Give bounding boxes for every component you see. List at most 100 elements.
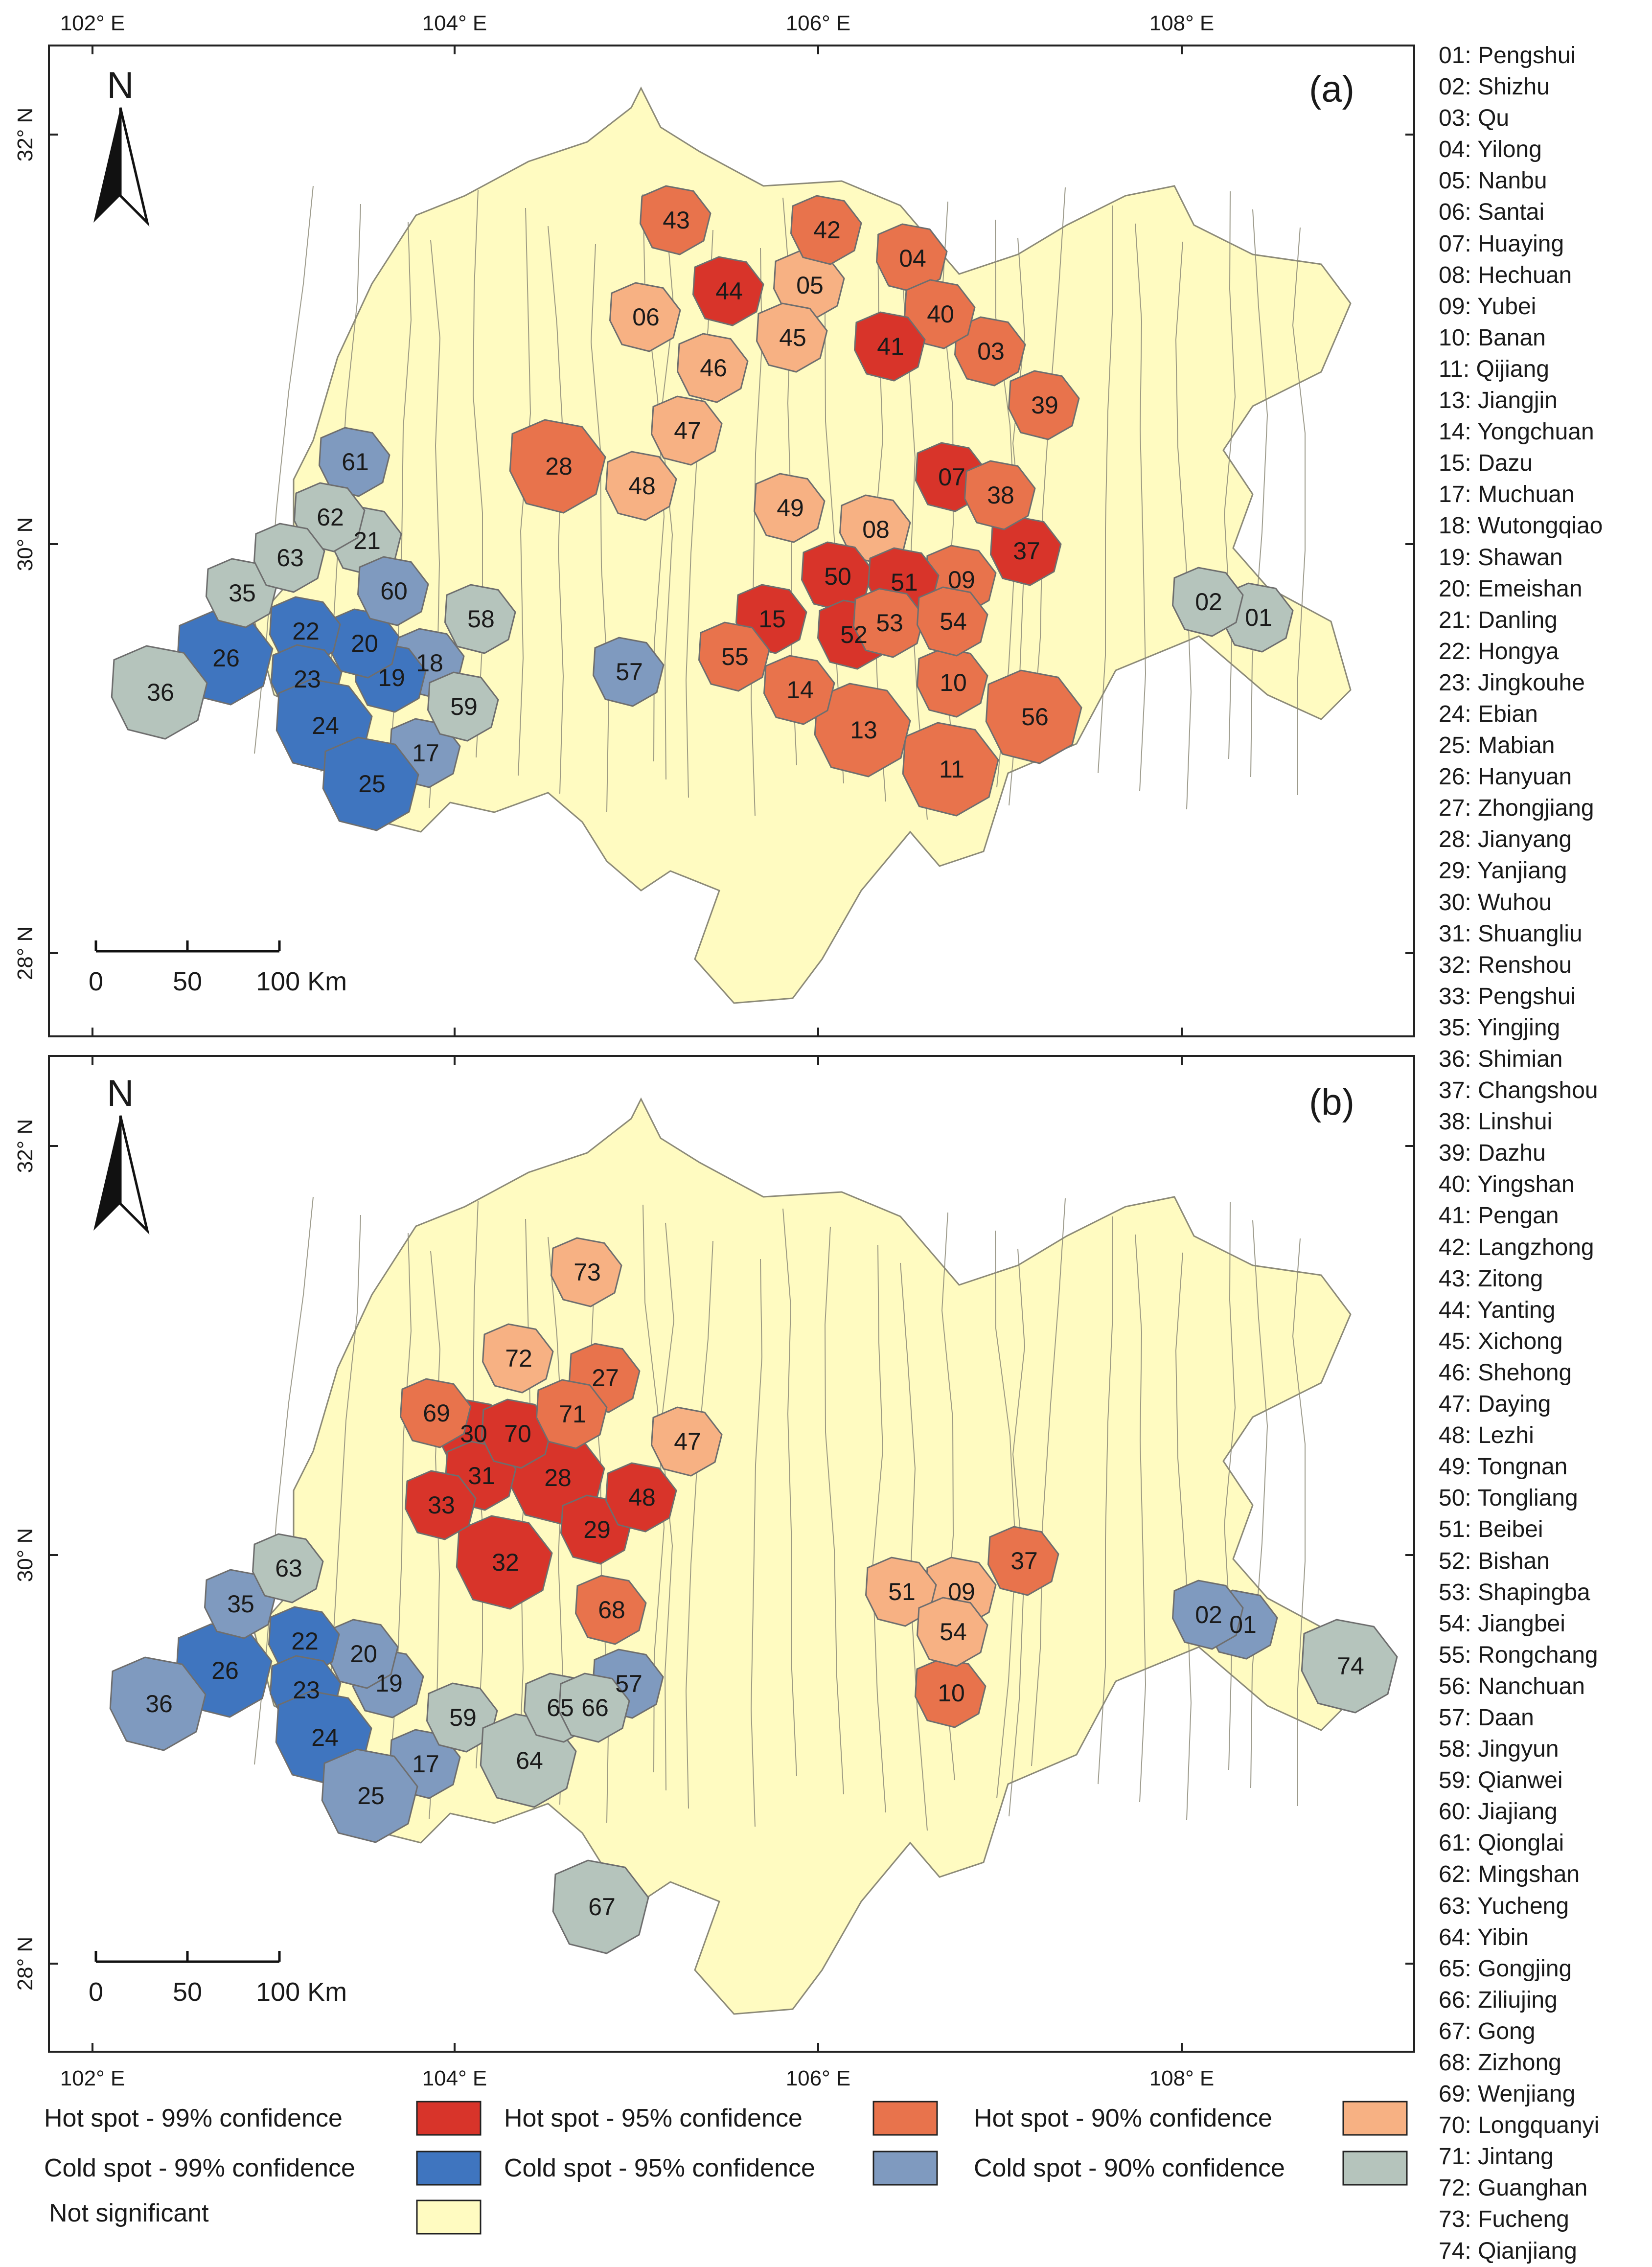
county-35 — [205, 558, 277, 628]
county-20 — [326, 1619, 399, 1689]
county-label-30: 30 — [460, 1420, 487, 1447]
county-label-07: 07 — [938, 463, 965, 491]
county-index-item: 53: Shapingba — [1439, 1579, 1590, 1605]
county-index-item: 71: Jintang — [1439, 2144, 1554, 2170]
legend-label: Cold spot - 95% confidence — [504, 2154, 815, 2182]
county-61 — [318, 427, 390, 497]
legend-label: Hot spot - 90% confidence — [974, 2104, 1272, 2132]
county-index-item: 11: Qijiang — [1439, 356, 1549, 382]
boundary-line — [1135, 1234, 1147, 1803]
county-label-06: 06 — [632, 303, 660, 331]
county-57 — [592, 637, 665, 707]
county-index-item: 20: Emeishan — [1439, 575, 1583, 602]
legend-item-cold90: Cold spot - 90% confidence — [974, 2151, 1408, 2186]
county-label-37: 37 — [1010, 1547, 1038, 1575]
north-arrow: N — [93, 1073, 150, 1235]
county-index-item: 21: Danling — [1439, 607, 1558, 633]
panel-label: (a) — [1309, 69, 1354, 110]
county-label-45: 45 — [779, 324, 806, 351]
county-label-15: 15 — [758, 605, 786, 633]
county-11 — [902, 722, 999, 817]
legend-item-cold99: Cold spot - 99% confidence — [44, 2151, 482, 2186]
county-14 — [763, 655, 835, 725]
county-index-item: 62: Mingshan — [1439, 1861, 1580, 1888]
lat-label-1: 30° N — [13, 1528, 37, 1582]
county-56 — [985, 669, 1082, 764]
lat-label-1: 30° N — [13, 517, 37, 572]
county-48 — [605, 1462, 677, 1533]
county-label-65: 65 — [547, 1694, 574, 1721]
north-arrow-left-half — [93, 108, 120, 223]
county-label-02: 02 — [1195, 1601, 1222, 1628]
county-label-36: 36 — [145, 1690, 173, 1717]
county-label-68: 68 — [598, 1596, 625, 1624]
boundary-line — [472, 189, 483, 758]
county-label-58: 58 — [467, 605, 495, 633]
county-label-29: 29 — [583, 1516, 611, 1543]
county-index-item: 67: Gong — [1439, 2018, 1536, 2044]
county-36 — [109, 1656, 206, 1751]
county-label-62: 62 — [317, 504, 344, 531]
scale-bar: 0 50 100 Km — [89, 1951, 347, 2007]
county-index-item: 40: Yingshan — [1439, 1171, 1575, 1198]
county-label-57: 57 — [616, 658, 643, 686]
county-label-64: 64 — [516, 1747, 543, 1774]
county-index-item: 59: Qianwei — [1439, 1767, 1563, 1794]
county-label-54: 54 — [940, 1618, 967, 1646]
scale-bar-label-0: 0 — [89, 1977, 103, 2007]
county-45 — [756, 302, 828, 373]
county-index-item: 73: Fucheng — [1439, 2206, 1569, 2233]
county-39 — [1008, 370, 1080, 440]
county-index-item: 37: Changshou — [1439, 1077, 1598, 1104]
county-index-item: 19: Shawan — [1439, 544, 1563, 571]
county-index-item: 29: Yanjiang — [1439, 858, 1567, 884]
county-73 — [550, 1237, 622, 1307]
county-label-47: 47 — [674, 1428, 701, 1455]
legend-label: Not significant — [49, 2199, 209, 2227]
lon-label-bottom-1: 104° E — [422, 2066, 487, 2090]
county-index-item: 61: Qionglai — [1439, 1830, 1564, 1856]
boundary-line — [590, 244, 610, 812]
county-label-54: 54 — [940, 608, 967, 635]
county-72 — [482, 1323, 554, 1394]
county-label-01: 01 — [1229, 1611, 1257, 1638]
county-index-item: 01: Pengshui — [1439, 43, 1576, 69]
county-label-42: 42 — [813, 216, 841, 244]
county-43 — [639, 185, 711, 255]
county-index-item: 13: Jiangjin — [1439, 388, 1558, 414]
county-index-item: 57: Daan — [1439, 1704, 1534, 1731]
county-label-08: 08 — [862, 516, 890, 543]
county-label-43: 43 — [663, 206, 690, 234]
county-index-item: 56: Nanchuan — [1439, 1673, 1585, 1699]
county-42 — [790, 195, 862, 265]
county-label-14: 14 — [786, 676, 814, 704]
county-label-19: 19 — [378, 664, 405, 691]
county-index-item: 52: Bishan — [1439, 1548, 1550, 1574]
north-label: N — [107, 65, 134, 106]
boundary-line — [1250, 1220, 1268, 1788]
county-label-02: 02 — [1195, 588, 1222, 616]
county-label-63: 63 — [276, 544, 304, 572]
county-label-25: 25 — [358, 770, 386, 798]
county-label-48: 48 — [628, 472, 656, 500]
county-label-44: 44 — [715, 277, 743, 305]
lon-label-bottom-0: 102° E — [60, 2066, 125, 2090]
county-label-61: 61 — [342, 448, 369, 476]
county-index-item: 06: Santai — [1439, 199, 1545, 226]
county-label-67: 67 — [588, 1893, 616, 1921]
county-71 — [535, 1379, 608, 1449]
county-label-20: 20 — [350, 1640, 377, 1668]
county-label-01: 01 — [1245, 604, 1272, 631]
county-22 — [268, 1606, 340, 1676]
legend-item-ns: Not significant — [49, 2199, 482, 2235]
county-label-48: 48 — [628, 1484, 656, 1511]
lat-label-0: 32° N — [13, 1119, 37, 1173]
county-label-04: 04 — [899, 245, 926, 272]
county-label-40: 40 — [927, 300, 954, 328]
county-index-item: 08: Hechuan — [1439, 262, 1572, 288]
county-index-item: 07: Huaying — [1439, 230, 1564, 257]
legend-swatch — [1342, 2101, 1408, 2136]
county-index-item: 36: Shimian — [1439, 1046, 1563, 1072]
county-label-23: 23 — [294, 665, 321, 693]
county-index-item: 69: Wenjiang — [1439, 2081, 1576, 2107]
